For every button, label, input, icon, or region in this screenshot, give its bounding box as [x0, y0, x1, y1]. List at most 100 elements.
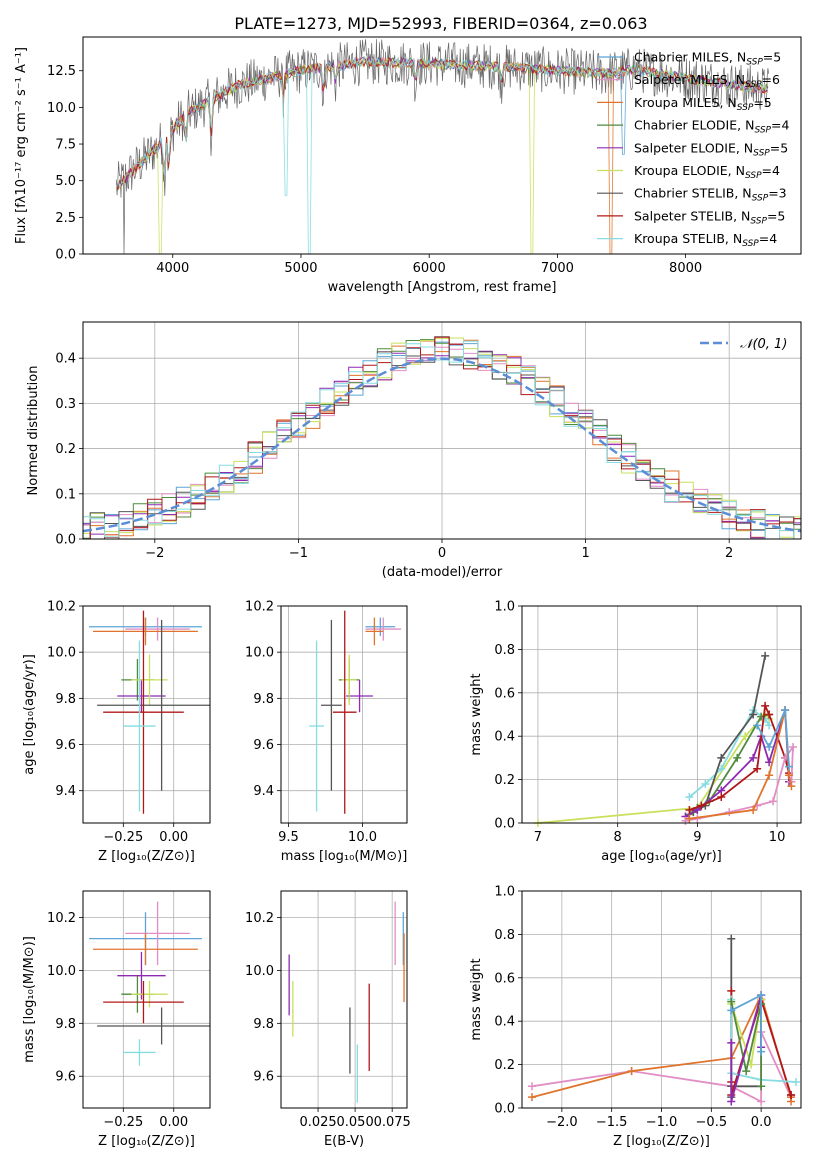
- weight-age-marker: [765, 771, 774, 780]
- axes-age_vs_Z: −0.25 0.00 9.4 9.6 9.8 10.0 10.2 Z [log₁₀(Z/Z⊙)…: [22, 600, 211, 864]
- y-tick-label: 7.5: [55, 138, 76, 153]
- weight-age-marker: [787, 782, 796, 791]
- weight-age-marker: [717, 792, 726, 801]
- weight-z-marker: [757, 991, 766, 1000]
- y-axis-label: mass weight: [469, 673, 484, 755]
- x-tick-label: −1: [289, 546, 308, 561]
- y-tick-label: 0.6: [494, 971, 515, 986]
- weight-age-marker: [741, 732, 750, 741]
- y-tick-label: 0.0: [55, 248, 76, 263]
- weight-age-marker: [781, 706, 790, 715]
- weight-age-marker: [753, 764, 762, 773]
- x-tick-label: 7000: [541, 261, 574, 276]
- weight-age-marker: [685, 805, 694, 814]
- y-tick-label: 0.2: [494, 1058, 515, 1073]
- weight-z-marker: [757, 1047, 766, 1056]
- y-tick-label: 9.8: [253, 692, 274, 707]
- y-tick-label: 0.4: [55, 352, 76, 367]
- y-tick-label: 0.1: [55, 487, 76, 502]
- y-tick-label: 10.0: [245, 964, 274, 979]
- x-tick-label: −0.25: [103, 830, 143, 845]
- x-tick-label: 9: [693, 830, 701, 845]
- weight-z-line: [730, 999, 797, 1083]
- x-tick-label: 8000: [669, 261, 702, 276]
- axes-frame: [82, 890, 211, 1109]
- figure-title: PLATE=1273, MJD=52993, FIBERID=0364, z=0…: [234, 14, 647, 33]
- y-axis-label: age [log₁₀(age/yr)]: [22, 654, 37, 775]
- y-tick-label: 9.8: [55, 692, 76, 707]
- x-tick-label: 0.075: [374, 1115, 411, 1130]
- y-tick-label: 0.0: [494, 1102, 515, 1117]
- x-axis-label: Z [log₁₀(Z/Z⊙)]: [98, 849, 195, 864]
- x-axis-label: mass [log₁₀(M/M⊙)]: [281, 849, 408, 864]
- weight-age-marker: [753, 721, 762, 730]
- weight-age-marker: [785, 771, 794, 780]
- y-tick-label: 10.2: [245, 911, 274, 926]
- y-tick-label: 0.8: [494, 643, 515, 658]
- axes-mass_vs_ebv: 0.025 0.050 0.075 9.6 9.8 10.0 10.2 E(B-V): [245, 890, 411, 1149]
- weight-z-marker: [742, 1067, 751, 1076]
- y-tick-label: 9.8: [55, 1017, 76, 1032]
- x-tick-label: 0.025: [299, 1115, 336, 1130]
- x-tick-label: 10: [769, 830, 786, 845]
- x-axis-label: Z [log₁₀(Z/Z⊙)]: [98, 1134, 195, 1149]
- weight-age-marker: [733, 753, 742, 762]
- axes-frame: [521, 890, 802, 1109]
- weight-age-marker: [685, 792, 694, 801]
- weight-age-marker: [785, 762, 794, 771]
- weight-age-marker: [717, 764, 726, 773]
- axes-frame: [82, 36, 802, 255]
- axes-frame: [82, 605, 211, 824]
- y-tick-label: 0.4: [494, 730, 515, 745]
- x-tick-label: 2: [725, 546, 733, 561]
- x-axis-label: Z [log₁₀(Z/Z⊙)]: [613, 1134, 710, 1149]
- weight-age-marker: [761, 701, 770, 710]
- y-tick-label: 10.2: [47, 600, 76, 615]
- weight-z-marker: [727, 934, 736, 943]
- y-axis-label: mass weight: [469, 958, 484, 1040]
- weight-z-marker: [527, 1093, 536, 1102]
- weight-z-marker: [727, 1038, 736, 1047]
- x-tick-label: 0.0: [751, 1115, 772, 1130]
- y-tick-label: 9.6: [253, 738, 274, 753]
- weight-z-marker: [527, 1082, 536, 1091]
- axes-frame: [82, 321, 802, 540]
- x-tick-label: 0.00: [159, 830, 188, 845]
- weight-z-marker: [757, 1082, 766, 1091]
- x-tick-label: 7: [534, 830, 542, 845]
- axes-mass_vs_Z: −0.25 0.00 9.6 9.8 10.0 10.2 Z [log₁₀(Z/Z⊙)] ma…: [22, 890, 211, 1149]
- x-axis-label: age [log₁₀(age/yr)]: [601, 849, 722, 864]
- axes-spectrum: 4000 5000 6000 7000 8000 0.0 2.5 5.0 7.5 10.0 12.5…: [14, 36, 802, 295]
- weight-age-marker: [701, 779, 710, 788]
- axes-frame: [521, 605, 802, 824]
- y-tick-label: 9.6: [253, 1070, 274, 1085]
- y-tick-label: 0.2: [55, 442, 76, 457]
- weight-age-line: [756, 709, 790, 767]
- y-axis-label: Flux [fλ10⁻¹⁷ erg cm⁻² s⁻¹ A⁻¹]: [14, 47, 29, 244]
- legend-entry: 𝒩(0, 1): [740, 337, 787, 352]
- y-tick-label: 0.4: [494, 1015, 515, 1030]
- weight-age-marker: [769, 797, 778, 806]
- axes-residual_distribution: −2 −1 0 1 2 0.0 0.1 0.2 0.3 0.4 (data-model)/error…: [26, 321, 802, 580]
- weight-age-marker: [749, 805, 758, 814]
- y-axis-label: Normed distribution: [26, 366, 41, 496]
- y-tick-label: 1.0: [494, 600, 515, 615]
- weight-age-marker: [765, 710, 774, 719]
- x-tick-label: 0.00: [159, 1115, 188, 1130]
- y-axis-label: mass [log₁₀(M/M⊙)]: [22, 936, 37, 1063]
- x-tick-label: −0.5: [696, 1115, 728, 1130]
- spectrum-series-line: [115, 56, 769, 254]
- axes-mass_weight_vs_age: 7 8 9 10 0.0 0.2 0.4 0.6 0.8 1.0 age [log₁₀(age/yr…: [469, 600, 802, 864]
- y-tick-label: 0.2: [494, 773, 515, 788]
- y-tick-label: 9.6: [55, 738, 76, 753]
- y-tick-label: 10.0: [47, 646, 76, 661]
- weight-age-marker: [749, 710, 758, 719]
- y-tick-label: 1.0: [494, 885, 515, 900]
- legend-entry: Kroupa ELODIE, NSSP=4: [634, 163, 780, 181]
- x-tick-label: −2: [145, 546, 164, 561]
- x-tick-label: 5000: [284, 261, 317, 276]
- y-tick-label: 9.4: [253, 784, 274, 799]
- axes-age_vs_mass: 9.5 10.0 9.4 9.6 9.8 10.0 10.2 mass [log₁₀(M/M⊙…: [245, 600, 408, 864]
- legend-entry: Kroupa STELIB, NSSP=4: [634, 231, 777, 249]
